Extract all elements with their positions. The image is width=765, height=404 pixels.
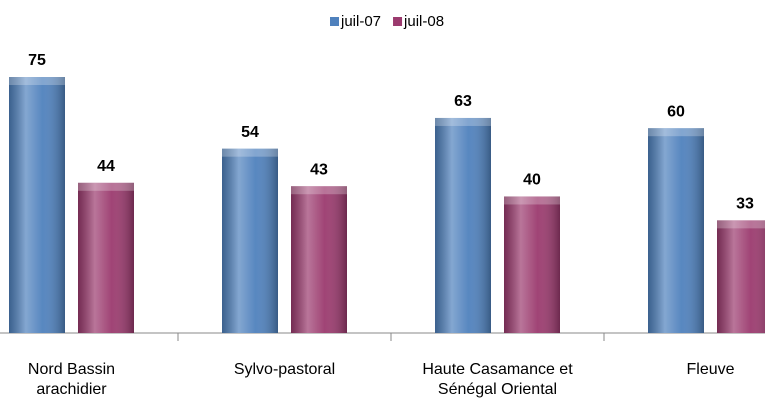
value-label: 40 [523,172,541,189]
bar-cap [222,148,278,157]
bar-shine [9,77,65,333]
value-label: 44 [97,158,115,175]
bar-shine [717,220,765,333]
bar-cap [78,182,134,191]
x-tick-label: Sylvo-pastoral [233,361,336,378]
legend-swatch [330,17,339,26]
x-tick-label: Haute Casamance et Sénégal Oriental [422,361,573,398]
value-label: 43 [310,161,328,178]
bar-shine [648,128,704,333]
bar-cap [9,77,65,85]
x-tick-label: Fleuve [686,361,735,378]
value-label: 54 [241,124,259,141]
x-tick-label: Nord Bassin arachidier [27,361,116,398]
bar-cap [717,220,765,229]
bar-shine [291,186,347,333]
value-label: 75 [28,52,46,69]
bar-cap [504,196,560,205]
bar-shine [78,182,134,333]
legend-label: juil-08 [403,13,444,30]
legend-label: juil-07 [340,13,381,30]
bar-shine [435,117,491,334]
bar-cap [435,117,491,126]
bar-shine [222,148,278,333]
value-label: 60 [667,103,685,120]
bar-shine [504,196,560,333]
bar-cap [291,186,347,195]
legend-swatch [393,17,403,26]
value-label: 63 [454,93,472,110]
bar-cap [648,128,704,137]
value-label: 33 [736,196,754,213]
